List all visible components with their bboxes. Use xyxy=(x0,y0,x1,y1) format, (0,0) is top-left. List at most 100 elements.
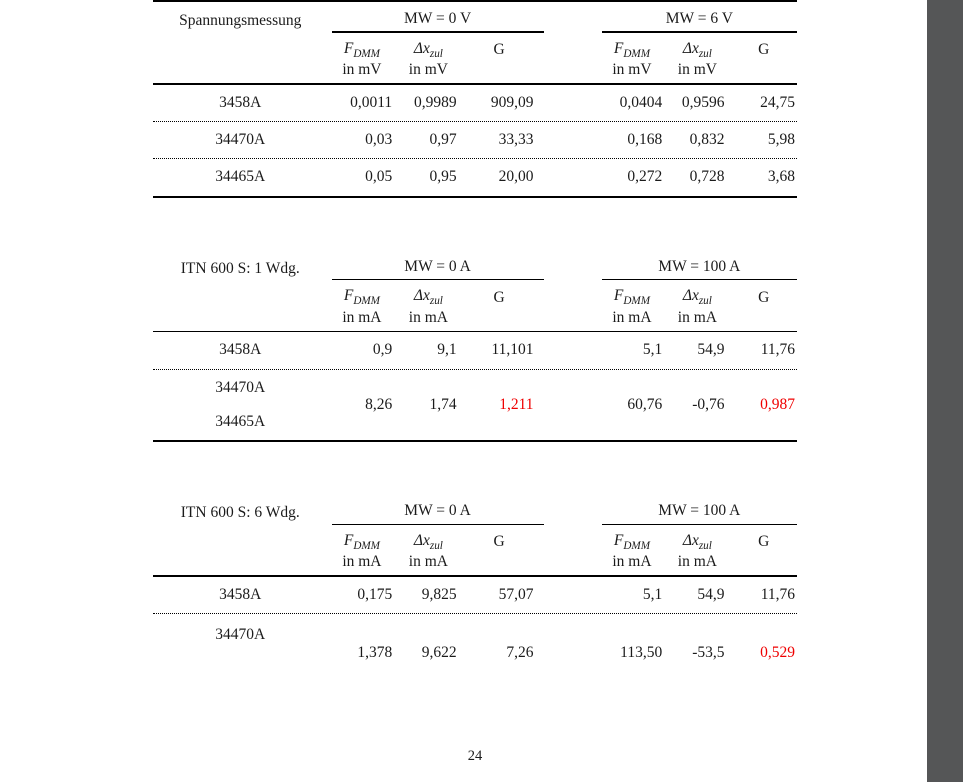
group-title-left: MW = 0 A xyxy=(404,257,471,275)
cell-dxzul-right: -0,76 xyxy=(692,395,725,413)
col-header-g-right: G xyxy=(758,533,770,551)
col-header-dxzul-right: Δxzul in mV xyxy=(677,39,717,78)
col-header-dxzul-right: Δxzul in mA xyxy=(677,531,717,571)
row-header-label: ITN 600 S: 1 Wdg. xyxy=(180,259,300,277)
group-rule-row xyxy=(153,31,797,33)
cell-g-right: 0,529 xyxy=(760,644,795,662)
row-dotted-rule xyxy=(153,368,797,370)
table-row: 34465A 0,05 0,95 20,00 0,272 0,728 3,68 xyxy=(153,159,797,195)
group-rule-row xyxy=(153,523,797,525)
cell-g-right: 11,76 xyxy=(760,341,795,359)
col-header-g-left: G xyxy=(493,288,505,306)
table-row: 34470A 1,378 9,622 7,26 113,50 -53,5 0,5… xyxy=(153,614,797,671)
cell-dxzul-left: 0,9989 xyxy=(413,93,457,111)
cell-fdmm-left: 1,378 xyxy=(357,644,393,662)
cell-fdmm-right: 0,272 xyxy=(627,168,663,186)
cell-g-right: 5,98 xyxy=(767,131,795,149)
row-label: 34470A xyxy=(215,131,266,149)
cell-dxzul-right: 0,728 xyxy=(689,168,725,186)
cmidrule-right xyxy=(601,31,797,33)
col-header-dxzul-right: Δxzul in mA xyxy=(677,287,717,326)
table-itn-600-s-1-wdg: ITN 600 S: 1 Wdg. MW = 0 A MW = 100 A FD… xyxy=(153,250,797,443)
header-bottom-rule xyxy=(153,575,797,578)
cell-fdmm-right: 113,50 xyxy=(620,644,663,662)
cell-fdmm-right: 60,76 xyxy=(627,395,663,413)
col-header-g-right: G xyxy=(758,41,770,59)
cell-dxzul-right: 0,9596 xyxy=(681,93,725,111)
col-header-dxzul-left: Δxzul in mA xyxy=(408,287,448,326)
header-bottom-rule xyxy=(153,83,797,85)
cmidrule-left xyxy=(331,31,544,33)
cell-fdmm-left: 0,9 xyxy=(372,341,393,359)
cmidrule-left xyxy=(331,278,544,281)
cell-dxzul-left: 1,74 xyxy=(429,395,457,413)
document-page-sheet: Spannungsmessung MW = 0 V MW = 6 V FDMM … xyxy=(153,0,797,764)
cmidrule-left xyxy=(331,523,544,525)
cell-fdmm-left: 0,175 xyxy=(357,586,393,604)
table-itn-600-s-6-wdg: ITN 600 S: 6 Wdg. MW = 0 A MW = 100 A FD… xyxy=(153,494,797,671)
row-label-stacked: 34470A 34465A xyxy=(153,370,328,441)
group-title-right: MW = 6 V xyxy=(665,10,733,27)
cell-fdmm-right: 0,0404 xyxy=(619,93,663,111)
cell-dxzul-left: 0,97 xyxy=(429,131,457,149)
group-rule-row xyxy=(153,278,797,281)
row-dotted-rule xyxy=(153,121,797,123)
group-header-row: Spannungsmessung MW = 0 V MW = 6 V xyxy=(153,10,797,31)
col-header-fdmm-left: FDMM in mA xyxy=(342,287,382,326)
cmidrule-right xyxy=(601,278,797,281)
col-header-dxzul-left: Δxzul in mV xyxy=(408,39,448,78)
table-separator-gap xyxy=(153,198,797,250)
cell-g-left: 7,26 xyxy=(506,644,534,662)
col-header-fdmm-right: FDMM in mA xyxy=(612,287,652,326)
table-row: 3458A 0,0011 0,9989 909,09 0,0404 0,9596… xyxy=(153,85,797,121)
column-header-row: FDMM in mV Δxzul in mV G FDMM in mV Δ xyxy=(153,33,797,84)
group-header-row: ITN 600 S: 1 Wdg. MW = 0 A MW = 100 A xyxy=(153,258,797,279)
row-dotted-rule xyxy=(153,613,797,615)
group-title-right: MW = 100 A xyxy=(658,257,741,275)
cell-g-left: 909,09 xyxy=(490,93,534,111)
col-header-fdmm-right: FDMM in mV xyxy=(612,39,652,78)
cell-dxzul-right: 54,9 xyxy=(697,586,725,604)
row-dotted-rule xyxy=(153,158,797,160)
column-header-row: FDMM in mA Δxzul in mA G FDMM in mA Δ xyxy=(153,280,797,331)
cell-dxzul-right: -53,5 xyxy=(692,644,725,662)
cell-dxzul-right: 54,9 xyxy=(697,341,725,359)
cell-dxzul-left: 9,1 xyxy=(437,341,457,359)
cell-g-right: 3,68 xyxy=(767,168,795,186)
table-row: 34470A 0,03 0,97 33,33 0,168 0,832 5,98 xyxy=(153,122,797,158)
col-header-fdmm-left: FDMM in mV xyxy=(342,39,382,78)
cmidrule-right xyxy=(601,523,797,525)
row-label-line-1: 34470A xyxy=(215,378,266,396)
cell-fdmm-right: 5,1 xyxy=(642,341,663,359)
row-label: 3458A xyxy=(219,93,262,111)
table-bottom-rule xyxy=(153,440,797,443)
col-header-g-left: G xyxy=(493,533,505,551)
page-number: 24 xyxy=(467,748,483,764)
cell-g-left: 1,211 xyxy=(499,395,534,413)
cell-fdmm-left: 0,05 xyxy=(365,168,393,186)
group-title-left: MW = 0 A xyxy=(404,502,471,520)
table-separator-gap xyxy=(153,442,797,494)
table-row: 3458A 0,175 9,825 57,07 5,1 54,9 11,76 xyxy=(153,577,797,613)
cell-fdmm-right: 0,168 xyxy=(627,131,663,149)
table-row: 3458A 0,9 9,1 11,101 5,1 54,9 11,76 xyxy=(153,332,797,368)
cell-dxzul-right: 0,832 xyxy=(689,131,725,149)
table-spannungsmessung: Spannungsmessung MW = 0 V MW = 6 V FDMM … xyxy=(153,0,797,198)
group-header-row: ITN 600 S: 6 Wdg. MW = 0 A MW = 100 A xyxy=(153,502,797,523)
page-content-area: Spannungsmessung MW = 0 V MW = 6 V FDMM … xyxy=(153,0,797,672)
cell-dxzul-left: 9,622 xyxy=(421,644,457,662)
cell-g-right: 24,75 xyxy=(760,93,795,111)
cell-g-right: 11,76 xyxy=(760,586,795,604)
col-header-fdmm-left: FDMM in mA xyxy=(342,531,382,571)
row-label-line-2: 34465A xyxy=(215,413,266,430)
col-header-dxzul-left: Δxzul in mA xyxy=(408,531,448,571)
row-header-label: Spannungsmessung xyxy=(179,12,302,30)
cell-g-left: 33,33 xyxy=(498,131,534,149)
row-header-label: ITN 600 S: 6 Wdg. xyxy=(180,504,300,522)
cell-g-right: 0,987 xyxy=(760,395,795,413)
cell-g-left: 11,101 xyxy=(491,341,534,359)
cell-fdmm-right: 5,1 xyxy=(642,586,663,604)
cell-fdmm-left: 0,0011 xyxy=(350,93,393,111)
viewer-right-gutter xyxy=(927,0,963,782)
column-header-row: FDMM in mA Δxzul in mA G FDMM in mA Δ xyxy=(153,525,797,576)
